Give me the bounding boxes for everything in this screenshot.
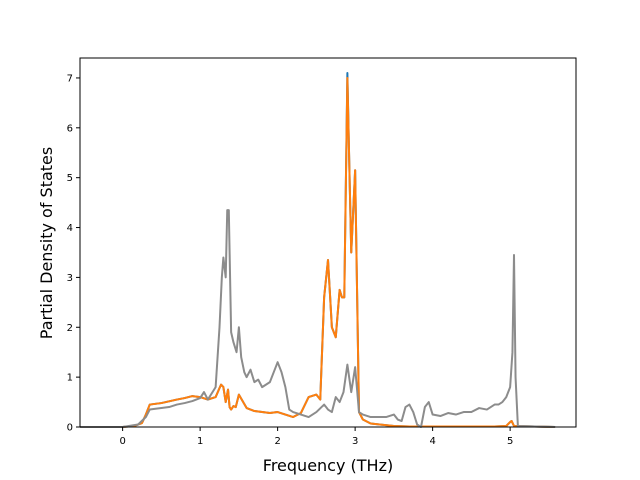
x-tick-label: 3 [352, 436, 358, 447]
y-tick-label: 3 [67, 273, 73, 284]
x-tick-label: 2 [274, 436, 280, 447]
x-tick-label: 0 [119, 436, 125, 447]
x-tick-label: 1 [197, 436, 203, 447]
y-tick-label: 5 [67, 173, 73, 184]
y-tick-label: 2 [67, 323, 73, 334]
y-axis-ticks: 0 1 2 3 4 5 6 7 [67, 73, 80, 434]
series-line-3 [80, 209, 556, 428]
y-tick-label: 1 [67, 373, 73, 384]
y-tick-label: 7 [67, 73, 73, 84]
y-tick-label: 6 [67, 123, 73, 134]
x-tick-label: 5 [507, 436, 513, 447]
y-axis-label: Partial Density of States [37, 147, 56, 339]
x-axis-ticks: 0 1 2 3 4 5 [119, 427, 513, 447]
y-tick-label: 4 [67, 223, 73, 234]
x-tick-label: 4 [429, 436, 435, 447]
plot-area [79, 57, 577, 428]
x-axis-label: Frequency (THz) [263, 456, 393, 475]
y-tick-label: 0 [67, 423, 73, 434]
axes-background [80, 58, 576, 427]
axes-frame [79, 57, 577, 428]
